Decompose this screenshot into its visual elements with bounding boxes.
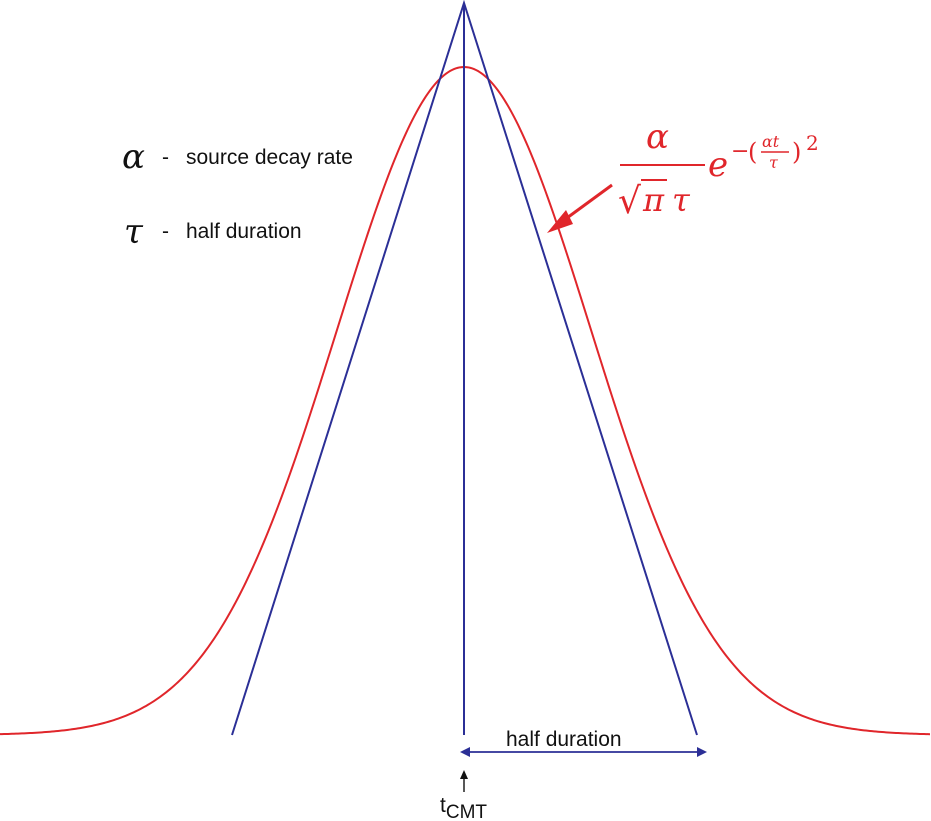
half-duration-arrow <box>460 747 707 757</box>
formula-base-e: e <box>708 145 728 185</box>
tau-symbol: τ <box>124 212 144 252</box>
tau-description: half duration <box>186 220 302 243</box>
t-cmt-label: tCMT <box>440 794 487 821</box>
alpha-symbol: α <box>122 137 145 177</box>
t-cmt-pointer-arrow <box>460 770 468 792</box>
formula-pi: π <box>642 181 665 219</box>
formula-open-paren: ( <box>748 138 757 166</box>
formula-pointer-arrow <box>547 183 613 233</box>
gaussian-formula: α √ π τ e − ( αt τ ) 2 <box>618 117 819 222</box>
formula-minus: − <box>731 139 749 164</box>
formula-inner-numerator: αt <box>762 132 780 151</box>
alpha-dash: - <box>162 146 169 169</box>
formula-inner-denominator: τ <box>769 153 779 172</box>
formula-sqrt-sign: √ <box>618 181 641 222</box>
formula-exponent: 2 <box>806 131 819 155</box>
alpha-description: source decay rate <box>186 146 353 169</box>
formula-tau: τ <box>672 181 691 219</box>
formula-close-paren: ) <box>792 138 801 166</box>
legend-tau: τ - half duration <box>124 212 302 252</box>
formula-numerator: α <box>646 117 669 157</box>
legend-alpha: α - source decay rate <box>122 137 353 177</box>
tau-dash: - <box>162 220 169 243</box>
half-duration-label: half duration <box>506 728 622 751</box>
